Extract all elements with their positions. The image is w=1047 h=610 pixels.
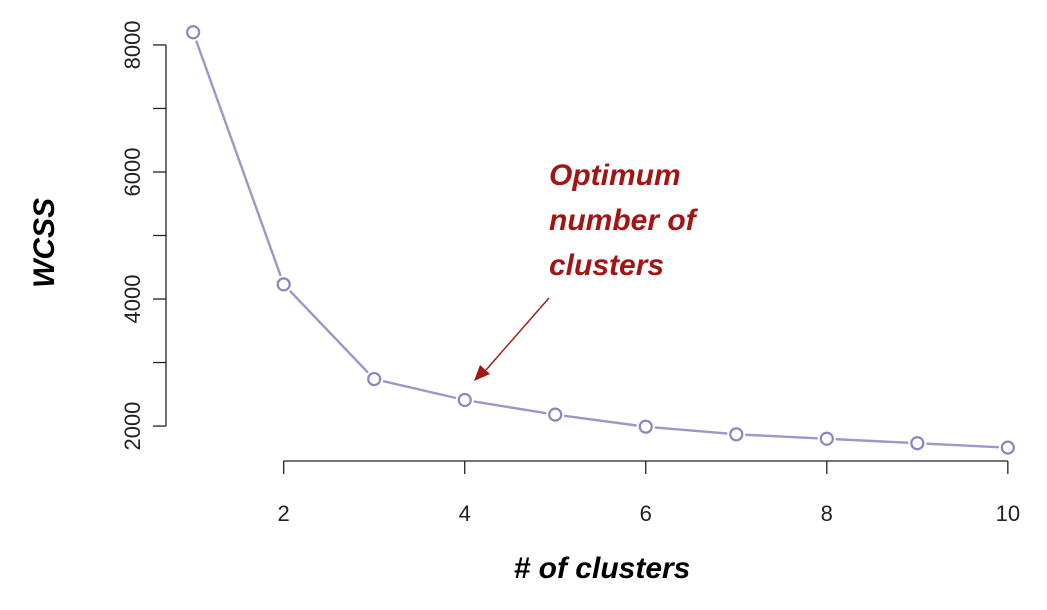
data-point <box>638 419 653 434</box>
y-tick-label: 2000 <box>120 402 145 451</box>
annotation-line-1: Optimum <box>549 159 681 192</box>
series-line-segment <box>745 433 819 440</box>
data-point <box>729 427 744 442</box>
y-tick-label: 6000 <box>120 148 145 197</box>
series-line-segment <box>473 400 547 415</box>
series-line-segment <box>382 380 457 399</box>
annotation: Optimum number of clusters <box>474 159 699 381</box>
x-tick-label: 2 <box>278 501 290 526</box>
y-tick-label: 8000 <box>120 20 145 69</box>
x-tick-label: 8 <box>821 501 833 526</box>
data-point <box>1000 440 1015 455</box>
data-point <box>819 431 834 446</box>
series-line-segment <box>195 40 282 277</box>
y-tick-label: 4000 <box>120 275 145 324</box>
x-axis-title: # of clusters <box>514 552 691 585</box>
annotation-arrow <box>485 297 550 371</box>
data-point <box>367 371 382 387</box>
data-point <box>457 392 472 408</box>
x-tick-label: 4 <box>459 501 471 526</box>
data-point <box>548 407 563 422</box>
series-line-segment <box>926 442 1000 449</box>
data-point <box>910 436 925 451</box>
series-line-segment <box>835 438 909 444</box>
series-line-segment <box>289 290 369 374</box>
x-tick-label: 10 <box>996 501 1020 526</box>
annotation-line-3: clusters <box>549 249 664 282</box>
annotation-line-2: number of <box>549 204 699 237</box>
x-tick-label: 6 <box>640 501 652 526</box>
marker-layer <box>186 25 1015 455</box>
data-point <box>276 277 291 292</box>
y-axis-title: WCSS <box>28 198 61 288</box>
axes: 2000 4000 6000 8000 2 4 6 8 10 <box>120 20 1020 526</box>
annotation-arrow-head <box>474 365 490 381</box>
data-point <box>186 25 201 40</box>
series-line-segment <box>654 426 728 435</box>
series-line-layer <box>195 40 1000 449</box>
series-line-segment <box>563 414 638 427</box>
